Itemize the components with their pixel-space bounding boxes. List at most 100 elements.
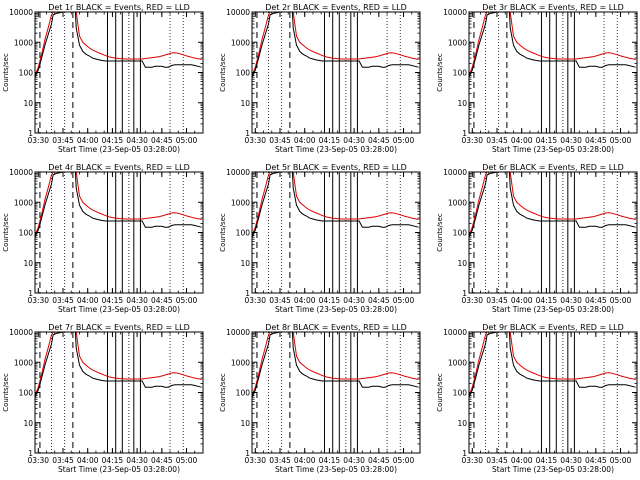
- series-point-events: [585, 226, 587, 228]
- series-point-lld: [315, 52, 317, 54]
- series-point-lld: [261, 199, 263, 201]
- series-point-lld: [615, 213, 616, 215]
- x-tick-label: 04:00: [77, 296, 99, 305]
- series-point-events: [194, 65, 196, 66]
- series-point-events: [164, 66, 166, 68]
- series-point-lld: [539, 375, 541, 377]
- series-point-lld: [181, 53, 182, 55]
- series-point-lld: [588, 56, 590, 58]
- series-point-lld: [417, 219, 419, 220]
- series-point-events: [411, 65, 413, 66]
- series-point-events: [342, 60, 343, 62]
- series-point-events: [52, 174, 54, 176]
- series-point-events: [187, 224, 189, 226]
- series-point-events: [264, 194, 266, 195]
- series-point-lld: [592, 216, 593, 218]
- series-point-lld: [118, 58, 120, 59]
- series-point-lld: [625, 216, 626, 218]
- series-point-events: [141, 220, 143, 222]
- x-tick-label: 03:30: [244, 296, 266, 305]
- series-line-events: [35, 332, 202, 398]
- series-point-events: [598, 66, 600, 68]
- series-point-lld: [79, 195, 80, 197]
- series-point-events: [332, 60, 334, 62]
- series-point-lld: [171, 212, 173, 214]
- series-point-lld: [329, 57, 330, 59]
- series-point-lld: [575, 378, 577, 380]
- series-point-events: [559, 220, 560, 222]
- series-point-events: [582, 66, 584, 68]
- series-point-lld: [338, 218, 340, 220]
- series-point-events: [471, 69, 473, 71]
- series-point-events: [572, 380, 574, 382]
- series-point-lld: [478, 199, 480, 201]
- series-point-lld: [177, 212, 179, 214]
- series-point-lld: [128, 378, 130, 380]
- x-tick-label: 03:30: [27, 456, 49, 465]
- series-point-lld: [565, 378, 567, 380]
- x-tick-label: 03:45: [269, 456, 291, 465]
- series-point-lld: [88, 207, 90, 209]
- series-point-events: [177, 384, 179, 386]
- series-point-events: [575, 60, 577, 62]
- series-point-events: [131, 60, 133, 62]
- series-point-events: [598, 386, 600, 388]
- plot-frame: [34, 11, 204, 134]
- panel-2: 1 10 100 1000 10000 03:30 03:45 04:00 04:15 04:30…: [219, 3, 421, 154]
- series-line-events: [252, 332, 419, 398]
- series-point-events: [516, 210, 518, 212]
- series-point-lld: [401, 54, 403, 56]
- series-point-lld: [177, 52, 179, 54]
- panel-title: Det 8r BLACK = Events, RED = LLD: [265, 323, 407, 332]
- series-point-lld: [194, 217, 196, 219]
- series-point-lld: [177, 372, 179, 374]
- series-point-events: [371, 385, 373, 387]
- series-point-events: [368, 226, 370, 228]
- series-line-events: [469, 332, 636, 398]
- series-point-lld: [485, 174, 486, 176]
- series-point-lld: [585, 217, 587, 219]
- series-point-lld: [588, 376, 590, 378]
- series-point-lld: [128, 58, 130, 60]
- series-point-lld: [332, 217, 334, 219]
- y-tick-label: 1000: [231, 198, 250, 207]
- series-point-lld: [254, 66, 256, 68]
- x-tick-label: 04:00: [511, 136, 533, 145]
- series-point-events: [184, 384, 186, 386]
- x-tick-label: 04:30: [560, 456, 582, 465]
- x-tick-label: 04:30: [126, 456, 148, 465]
- series-point-lld: [565, 58, 567, 60]
- x-tick-label: 03:45: [52, 456, 74, 465]
- series-point-lld: [375, 376, 376, 378]
- x-tick-label: 05:00: [176, 136, 198, 145]
- panel-title: Det 6r BLACK = Events, RED = LLD: [482, 163, 624, 172]
- series-point-events: [569, 220, 570, 222]
- series-point-lld: [299, 361, 301, 363]
- series-point-lld: [348, 218, 350, 220]
- series-point-lld: [37, 226, 39, 228]
- series-point-lld: [634, 219, 636, 220]
- series-point-events: [414, 65, 416, 67]
- series-point-events: [634, 66, 636, 68]
- series-point-lld: [569, 378, 570, 380]
- series-point-lld: [187, 56, 189, 57]
- series-point-lld: [398, 373, 399, 375]
- series-point-lld: [184, 214, 186, 216]
- series-point-lld: [154, 56, 156, 58]
- x-tick-label: 04:00: [294, 456, 316, 465]
- series-point-events: [135, 60, 136, 62]
- series-point-lld: [615, 53, 616, 55]
- series-point-lld: [47, 27, 49, 29]
- series-point-events: [151, 66, 153, 68]
- series-point-lld: [51, 174, 52, 176]
- series-point-lld: [164, 54, 166, 56]
- series-point-lld: [526, 209, 528, 211]
- series-point-lld: [296, 355, 297, 357]
- series-point-lld: [161, 55, 163, 57]
- series-point-events: [578, 226, 580, 228]
- series-point-events: [490, 332, 491, 334]
- series-point-events: [141, 60, 143, 62]
- series-point-lld: [628, 217, 630, 219]
- series-point-events: [522, 55, 524, 57]
- series-line-lld: [469, 172, 636, 236]
